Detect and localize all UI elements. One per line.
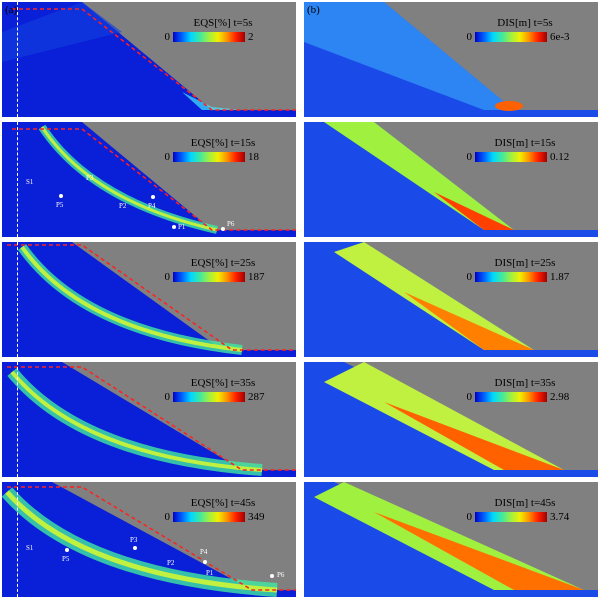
label-p4: P4 [148, 202, 156, 210]
legend-title: DIS[m] t=5s [497, 17, 553, 29]
label-s1: S1 [26, 178, 34, 186]
legend-max: 349 [248, 511, 265, 523]
colorbar [475, 32, 547, 42]
dis-panel-t25: DIS[m] t=25s 0 1.87 [304, 242, 598, 357]
point-p1 [172, 225, 176, 229]
colorbar [475, 392, 547, 402]
eqs-panel-t15: S1 P5 P3 P2 P4 P1 P6 EQS[%] t=15s 0 18 [2, 122, 296, 237]
legend-max: 3.74 [550, 511, 570, 523]
reference-line [17, 2, 18, 117]
eqs-panel-t25: EQS[%] t=25s 0 187 [2, 242, 296, 357]
legend-max: 18 [248, 151, 259, 163]
dis-panel-t35: DIS[m] t=35s 0 2.98 [304, 362, 598, 477]
label-p5: P5 [56, 201, 64, 209]
colorbar [475, 272, 547, 282]
legend-max: 2.98 [550, 391, 570, 403]
legend-max: 2 [248, 31, 254, 43]
eqs-panel-t45: S1 P5 P3 P2 P4 P1 P6 EQS[%] t=45s 0 349 [2, 482, 296, 597]
legend-min: 0 [164, 391, 171, 403]
legend-min: 0 [164, 31, 171, 43]
eqs-legend-t5: EQS[%] t=5s 0 2 [158, 16, 288, 44]
eqs-panel-t35: EQS[%] t=35s 0 287 [2, 362, 296, 477]
legend-title: EQS[%] t=45s [190, 497, 256, 509]
eqs-field-t5 [2, 2, 296, 117]
dis-panel-t45: DIS[m] t=45s 0 3.74 [304, 482, 598, 597]
eqs-legend-t25: EQS[%] t=25s 0 187 [158, 256, 288, 284]
reference-line [17, 362, 18, 477]
legend-max: 287 [248, 391, 265, 403]
label-p2: P2 [167, 559, 175, 567]
legend-min: 0 [466, 31, 473, 43]
dis-field-t5 [304, 2, 598, 117]
label-p1: P1 [206, 569, 214, 577]
dis-field-t25 [304, 242, 598, 357]
dis-legend-t5: DIS[m] t=5s 0 6e-3 [460, 16, 590, 44]
colorbar [173, 392, 245, 402]
reference-line [17, 242, 18, 357]
point-p6 [221, 227, 225, 231]
label-p6: P6 [227, 220, 235, 228]
eqs-field-t25 [2, 242, 296, 357]
eqs-field-t45 [2, 482, 296, 597]
eqs-legend-t35: EQS[%] t=35s 0 287 [158, 376, 288, 404]
colorbar [475, 512, 547, 522]
legend-min: 0 [164, 151, 171, 163]
eqs-legend-t15: EQS[%] t=15s 0 18 [158, 136, 288, 164]
column-label-b: (b) [307, 4, 320, 16]
point-p4 [203, 560, 207, 564]
eqs-legend-t45: EQS[%] t=45s 0 349 [158, 496, 288, 524]
legend-max: 0.12 [550, 151, 570, 163]
point-p3 [133, 546, 137, 550]
legend-title: EQS[%] t=15s [190, 137, 256, 149]
label-p3: P3 [130, 536, 138, 544]
legend-max: 187 [248, 271, 265, 283]
label-p5: P5 [62, 555, 70, 563]
dis-legend-t25: DIS[m] t=25s 0 1.87 [460, 256, 590, 284]
eqs-panel-t5: (a) EQS[%] t=5s 0 2 [2, 2, 296, 117]
label-p6: P6 [277, 571, 285, 579]
legend-title: DIS[m] t=35s [494, 377, 556, 389]
legend-title: EQS[%] t=35s [190, 377, 256, 389]
colorbar [173, 272, 245, 282]
legend-min: 0 [466, 511, 473, 523]
colorbar [173, 512, 245, 522]
point-p5 [59, 194, 63, 198]
legend-min: 0 [466, 151, 473, 163]
legend-title: EQS[%] t=5s [193, 17, 253, 29]
legend-min: 0 [164, 271, 171, 283]
legend-title: DIS[m] t=45s [494, 497, 556, 509]
label-p1: P1 [178, 223, 186, 231]
legend-max: 6e-3 [550, 31, 570, 43]
colorbar [173, 152, 245, 162]
point-p6 [270, 574, 274, 578]
reference-line [17, 122, 18, 237]
legend-min: 0 [164, 511, 171, 523]
legend-min: 0 [466, 391, 473, 403]
reference-line [17, 482, 18, 597]
label-p3: P3 [86, 174, 94, 182]
dis-legend-t35: DIS[m] t=35s 0 2.98 [460, 376, 590, 404]
colorbar [475, 152, 547, 162]
colorbar [173, 32, 245, 42]
point-p5 [65, 548, 69, 552]
label-s1: S1 [26, 544, 34, 552]
label-p2: P2 [119, 202, 127, 210]
dis-field-t35 [304, 362, 598, 477]
legend-title: EQS[%] t=25s [190, 257, 256, 269]
column-label-a: (a) [5, 4, 18, 16]
dis-panel-t5: (b) DIS[m] t=5s 0 6e-3 [304, 2, 598, 117]
eqs-field-t15 [2, 122, 296, 237]
dis-legend-t45: DIS[m] t=45s 0 3.74 [460, 496, 590, 524]
legend-min: 0 [466, 271, 473, 283]
dis-field-t15 [304, 122, 598, 237]
dis-panel-t15: DIS[m] t=15s 0 0.12 [304, 122, 598, 237]
legend-max: 1.87 [550, 271, 570, 283]
eqs-field-t35 [2, 362, 296, 477]
label-p4: P4 [200, 548, 208, 556]
point-p4 [151, 195, 155, 199]
dis-legend-t15: DIS[m] t=15s 0 0.12 [460, 136, 590, 164]
legend-title: DIS[m] t=25s [494, 257, 556, 269]
dis-field-t45 [304, 482, 598, 597]
legend-title: DIS[m] t=15s [494, 137, 556, 149]
